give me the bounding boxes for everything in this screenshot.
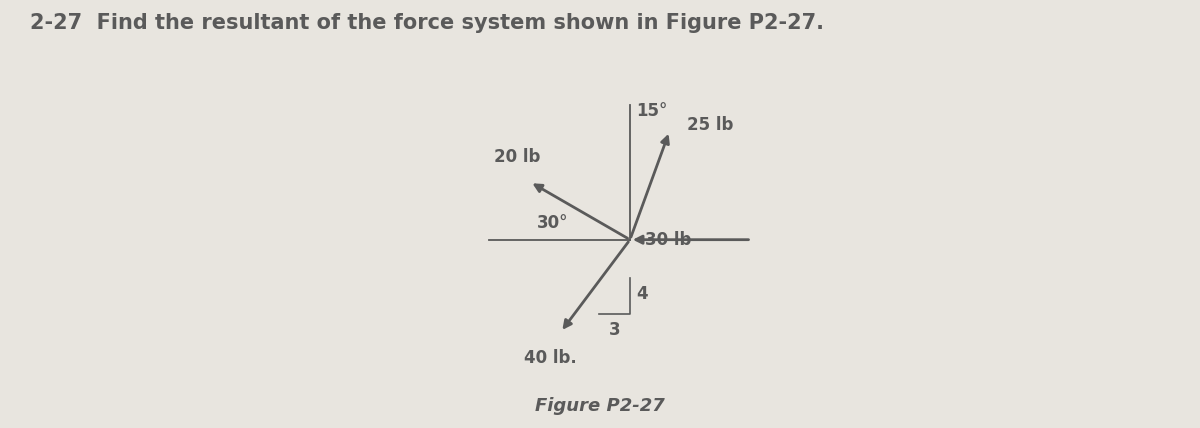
Text: 25 lb: 25 lb: [688, 116, 734, 134]
Text: 15°: 15°: [636, 102, 667, 120]
Text: 3: 3: [608, 321, 620, 339]
Text: 30 lb: 30 lb: [646, 231, 691, 249]
Text: 2-27  Find the resultant of the force system shown in Figure P2-27.: 2-27 Find the resultant of the force sys…: [30, 13, 824, 33]
Text: 30°: 30°: [538, 214, 569, 232]
Text: 4: 4: [636, 285, 648, 303]
Text: 40 lb.: 40 lb.: [524, 349, 577, 367]
Text: 20 lb: 20 lb: [494, 149, 540, 166]
Text: Figure P2-27: Figure P2-27: [535, 397, 665, 415]
